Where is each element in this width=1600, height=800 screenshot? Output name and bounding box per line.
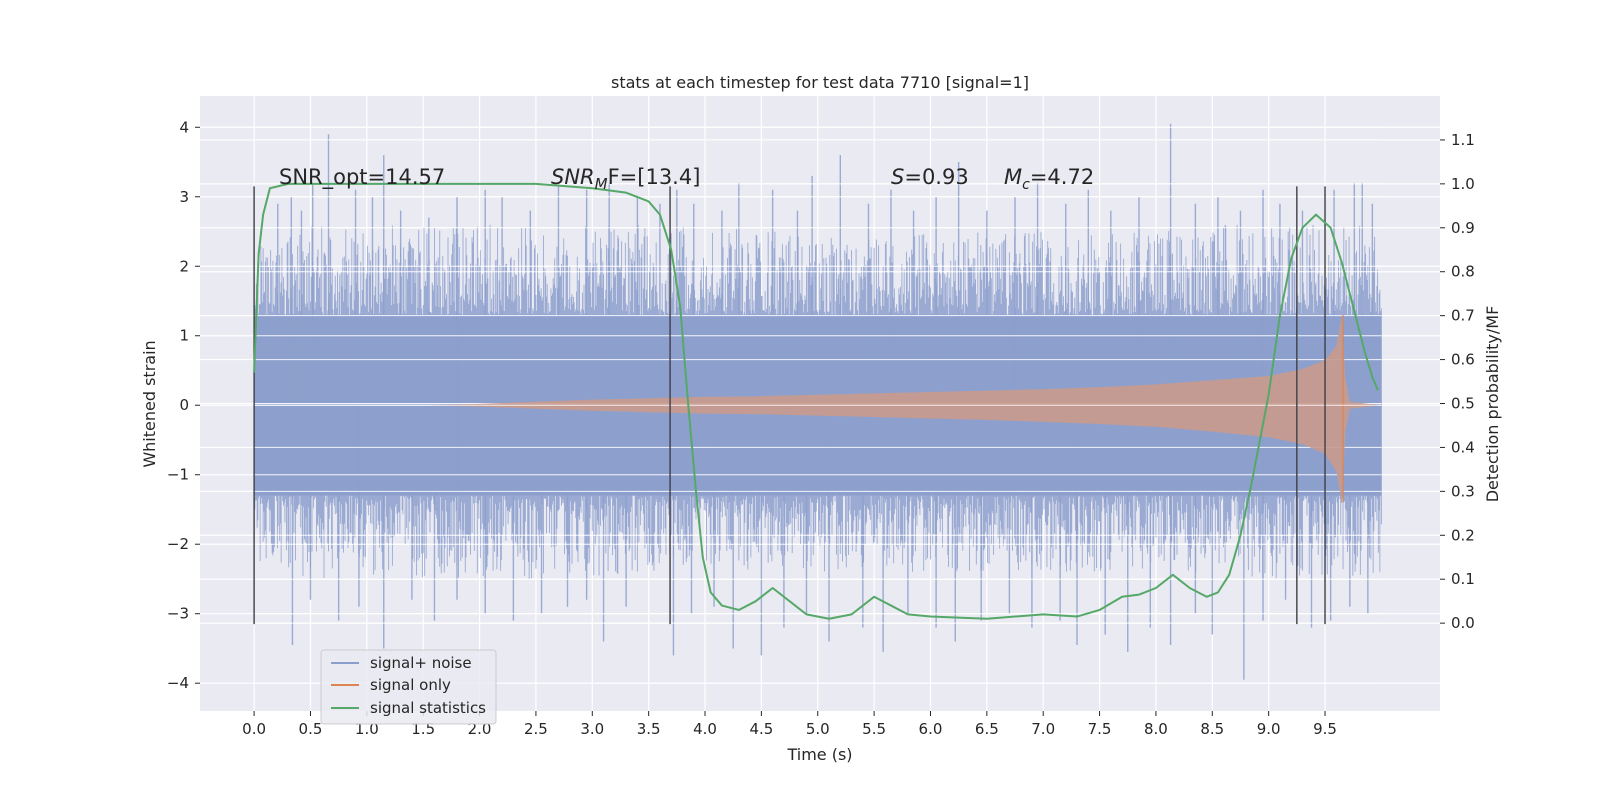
y-left-tick-label: 4 [179,118,189,136]
x-tick-label: 7.5 [1088,720,1112,738]
x-tick-label: 6.5 [975,720,999,738]
noise-spikes [277,123,1374,680]
markers-layer [253,186,1326,625]
x-tick-label: 7.0 [1031,720,1055,738]
x-tick-label: 4.5 [749,720,773,738]
plot-content [253,123,1382,684]
y-right-tick-label: 0.0 [1451,614,1475,632]
y-left-tick-label: 1 [179,327,189,345]
x-tick-label: 6.0 [919,720,943,738]
y-right-tick-label: 0.4 [1451,438,1475,456]
x-tick-label: 8.0 [1144,720,1168,738]
y-right-tick-label: 0.8 [1451,263,1475,281]
y-left-tick-label: 0 [179,396,189,414]
x-tick-label: 5.5 [862,720,886,738]
annotation-snr-opt: SNR_opt=14.57 [279,165,445,190]
y-left-tick-label: −1 [167,466,189,484]
x-axis-ticks: 0.0 0.5 1.0 1.5 2.0 2.5 3.0 3.5 4.0 4.5 5.0 5.5 6.0 6… [242,711,1337,738]
x-tick-label: 5.0 [806,720,830,738]
y-left-axis-ticks: −4 −3 −2 −1 0 1 2 3 4 [167,118,200,692]
y-right-tick-label: 1.0 [1451,175,1475,193]
annotation-s-symbol: S [891,165,904,189]
annotation-mc-value: =4.72 [1030,165,1094,189]
y-right-axis-ticks: 0.0 0.1 0.2 0.3 0.4 0.5 0.6 0.7 0.8 0.9 1.0 1.1 [1440,131,1475,632]
x-tick-label: 3.5 [637,720,661,738]
legend-box [320,649,497,725]
x-tick-label: 9.5 [1313,720,1337,738]
y-right-axis-label: Detection probability/MF [1483,306,1502,503]
annotation-snr-mf-value: F=[13.4] [608,165,701,189]
x-tick-label: 8.5 [1200,720,1224,738]
annotation-mc: Mc=4.72 [1004,165,1094,193]
y-right-tick-label: 0.5 [1451,395,1475,413]
chart-title: stats at each timestep for test data 771… [611,73,1029,92]
y-left-tick-label: 2 [179,257,189,275]
y-left-tick-label: −3 [167,605,189,623]
y-left-tick-label: −4 [167,674,189,692]
annotation-snr-mf: SNRMF=[13.4] [551,165,700,193]
annotation-s-value: =0.93 [904,165,968,189]
y-left-tick-label: 3 [179,188,189,206]
x-tick-label: 3.0 [580,720,604,738]
legend: signal+ noise signal only signal statist… [320,649,497,725]
annotation-mc-subscript: c [1022,177,1030,193]
x-tick-label: 0.5 [299,720,323,738]
annotation-s: S=0.93 [891,165,969,189]
x-tick-label: 0.0 [242,720,266,738]
stats-layer [253,182,1379,620]
annotation-snr-mf-symbol: SNR [551,165,595,189]
y-right-tick-label: 0.6 [1451,351,1475,369]
x-tick-label: 9.0 [1257,720,1281,738]
y-left-axis-label: Whitened strain [140,340,159,467]
signal-only-envelope [254,314,1382,503]
y-right-tick-label: 0.7 [1451,307,1475,325]
signal-layer [254,314,1382,503]
legend-label-signal-noise: signal+ noise [370,654,472,672]
signal-statistics-line [253,182,1379,620]
annotation-mc-symbol: M [1004,165,1022,189]
y-right-tick-label: 0.2 [1451,526,1475,544]
legend-label-signal-only: signal only [370,676,451,694]
legend-label-signal-statistics: signal statistics [370,699,486,717]
annotation-snr-mf-subscript: M [595,175,608,193]
y-right-tick-label: 1.1 [1451,131,1475,149]
x-tick-label: 2.5 [524,720,548,738]
y-left-tick-label: −2 [167,535,189,553]
x-axis-label: Time (s) [786,745,852,764]
y-right-tick-label: 0.1 [1451,570,1475,588]
x-tick-label: 4.0 [693,720,717,738]
y-right-tick-label: 0.9 [1451,219,1475,237]
y-right-tick-label: 0.3 [1451,482,1475,500]
